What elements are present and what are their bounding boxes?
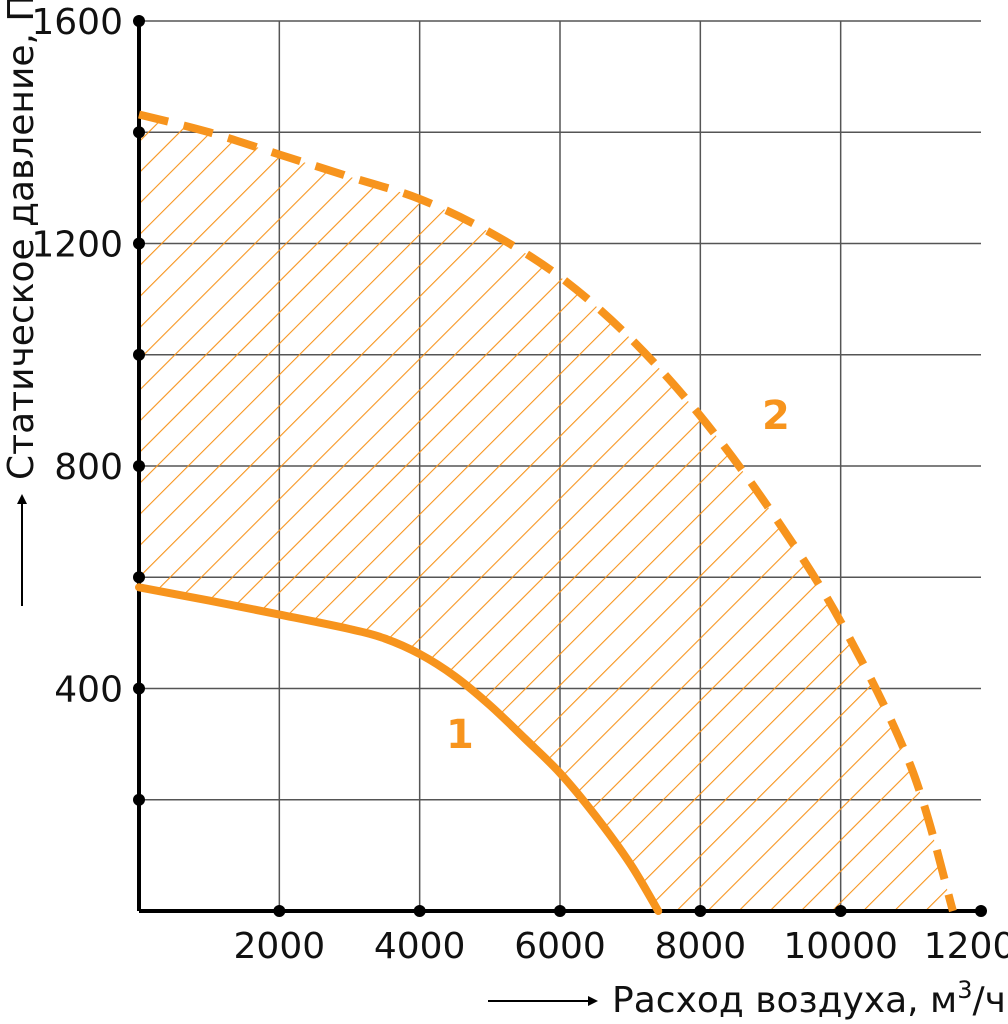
y-tick-label: 1600: [31, 2, 123, 43]
series-layer: 12: [135, 110, 957, 915]
y-tick-dot: [133, 15, 145, 27]
x-tick-label: 12000: [924, 926, 1008, 967]
y-tick-label: 400: [54, 670, 123, 711]
x-tick-label: 4000: [374, 926, 466, 967]
x-tick-dot: [834, 905, 847, 917]
axes: [133, 15, 987, 917]
x-tick-dot: [273, 905, 286, 917]
curve-2: [138, 110, 957, 913]
x-tick-dot: [413, 905, 426, 917]
y-tick-dot: [133, 460, 145, 472]
x-tick-dot: [554, 905, 566, 917]
y-tick-dot: [133, 682, 145, 695]
x-tick-label: 2000: [234, 926, 326, 967]
curve-1-label: 1: [446, 712, 474, 758]
curve-2-label: 2: [762, 393, 790, 439]
y-tick-dot: [133, 126, 145, 139]
y-tick-dot: [133, 237, 145, 250]
x-tick-label: 10000: [783, 926, 898, 967]
x-tick-label: 6000: [514, 926, 606, 967]
x-tick-dot: [694, 905, 707, 917]
y-tick-label: 1200: [31, 225, 123, 266]
y-tick-dot: [133, 571, 145, 584]
hatched-region: [139, 114, 953, 911]
x-tick-label: 8000: [655, 926, 747, 967]
y-tick-dot: [133, 793, 145, 806]
x-axis-label: Расход воздуха, м3/ч: [612, 976, 1006, 1021]
tick-labels: 2000 4000 6000 8000 10000 12000 400 800 1200 1600: [31, 2, 1008, 967]
y-axis-label: Статическое давление, Па: [1, 0, 42, 480]
curve-1: [135, 583, 663, 915]
x-tick-dot: [975, 905, 987, 917]
y-tick-label: 800: [54, 447, 123, 488]
y-tick-dot: [133, 348, 145, 361]
